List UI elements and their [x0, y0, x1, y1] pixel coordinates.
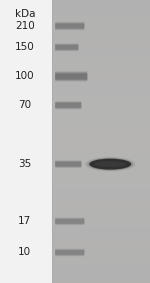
FancyBboxPatch shape: [55, 72, 87, 81]
FancyBboxPatch shape: [55, 219, 84, 224]
FancyBboxPatch shape: [55, 44, 78, 50]
FancyBboxPatch shape: [55, 71, 87, 82]
Ellipse shape: [94, 161, 126, 167]
Text: 17: 17: [18, 216, 31, 226]
FancyBboxPatch shape: [55, 101, 81, 110]
Text: kDa: kDa: [15, 9, 35, 19]
Ellipse shape: [85, 157, 135, 171]
Ellipse shape: [87, 158, 133, 171]
FancyBboxPatch shape: [55, 22, 84, 30]
FancyBboxPatch shape: [55, 162, 81, 166]
Ellipse shape: [89, 159, 131, 170]
FancyBboxPatch shape: [55, 73, 87, 80]
FancyBboxPatch shape: [55, 43, 78, 51]
Ellipse shape: [89, 158, 131, 170]
FancyBboxPatch shape: [55, 102, 81, 109]
FancyBboxPatch shape: [55, 249, 84, 256]
Text: 150: 150: [15, 42, 35, 52]
Text: 70: 70: [18, 100, 31, 110]
FancyBboxPatch shape: [55, 23, 84, 29]
Bar: [0, 0, 52, 283]
FancyBboxPatch shape: [55, 160, 81, 168]
FancyBboxPatch shape: [55, 23, 84, 29]
FancyBboxPatch shape: [55, 250, 84, 255]
FancyBboxPatch shape: [55, 103, 81, 108]
FancyBboxPatch shape: [55, 161, 81, 167]
FancyBboxPatch shape: [55, 248, 84, 256]
FancyBboxPatch shape: [55, 218, 84, 224]
FancyBboxPatch shape: [55, 217, 84, 225]
Text: 35: 35: [18, 159, 31, 169]
FancyBboxPatch shape: [55, 45, 78, 50]
Text: 10: 10: [18, 247, 31, 258]
Text: 100: 100: [15, 71, 34, 82]
Text: 210: 210: [15, 21, 35, 31]
